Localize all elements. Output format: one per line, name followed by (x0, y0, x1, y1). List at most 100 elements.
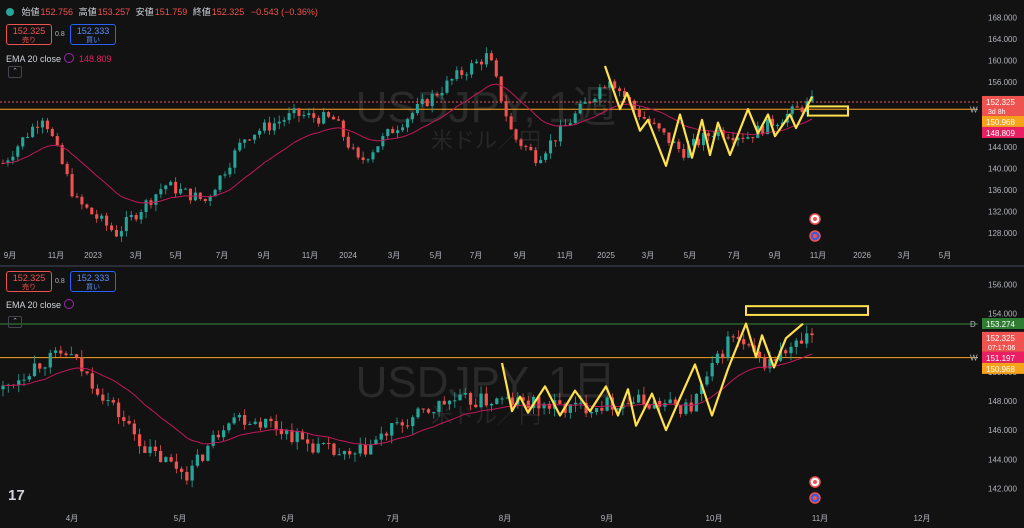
candle-body (549, 140, 553, 154)
candle-body (484, 393, 488, 406)
candle-body (70, 174, 74, 197)
indicator-settings-icon[interactable] (64, 299, 75, 309)
candle-body (223, 174, 227, 176)
candle-body (21, 137, 25, 147)
target-box (745, 305, 869, 316)
horizontal-line-label: W (970, 105, 978, 114)
candle-body (731, 336, 735, 338)
spread-value: 0.8 (55, 31, 65, 38)
collapse-legend-button[interactable]: ⌃ (8, 316, 22, 328)
candle-body (747, 344, 751, 346)
candle-body (450, 79, 454, 81)
x-axis-tick-label: 11月 (48, 251, 64, 260)
candle-body (800, 107, 804, 112)
close-value: 152.325 (211, 7, 245, 17)
x-axis-tick-label: 6月 (282, 514, 294, 523)
zigzag-drawing (500, 322, 804, 432)
candle-body (716, 130, 720, 137)
low-value: 151.759 (154, 7, 188, 17)
x-axis-tick-label: 7月 (728, 251, 740, 260)
candle-body (371, 152, 375, 160)
x-axis-tick-label: 5月 (170, 251, 182, 260)
candle-body (55, 135, 59, 146)
candle-body (547, 403, 551, 409)
candle-body (568, 123, 572, 126)
candle-body (279, 428, 284, 435)
candle-body (440, 92, 444, 96)
candle-body (327, 442, 331, 444)
candle-body (361, 157, 365, 160)
candle-body (48, 352, 52, 368)
candle-body (411, 417, 415, 427)
candle-body (101, 394, 105, 401)
candle-body (657, 123, 661, 129)
event-icon-dot (813, 496, 817, 500)
buy-label: 買い (86, 37, 100, 44)
sell-label: 売り (22, 284, 36, 291)
candle-body (479, 393, 483, 408)
symbol-status-icon (6, 8, 14, 16)
candle-body (169, 457, 173, 462)
candle-body (499, 76, 503, 102)
candle-body (211, 434, 215, 446)
candle-body (6, 160, 10, 164)
candle-body (626, 403, 630, 405)
candle-body (391, 129, 395, 134)
candle-body (208, 196, 212, 201)
candle-body (153, 446, 157, 452)
candle-body (227, 423, 231, 431)
tradingview-logo[interactable]: 17 (8, 487, 25, 504)
weekly-chart-panel[interactable]: USDJPY, 1週 米ドル／円 128.000 132.000 136.000 140.… (0, 0, 1024, 265)
candle-body (282, 120, 286, 122)
candle-body (687, 145, 691, 158)
candle-body (504, 101, 508, 117)
sell-price: 152.325 (12, 26, 46, 36)
candle-body (53, 350, 58, 353)
candle-body (642, 394, 646, 405)
price-tag-sub: 07:17:06 (988, 345, 1015, 352)
candle-body (741, 137, 745, 139)
candle-body (342, 450, 347, 455)
pane-separator[interactable] (0, 265, 1024, 267)
candle-body (583, 101, 587, 104)
candle-body (553, 140, 558, 142)
candle-body (810, 333, 814, 336)
sell-button[interactable]: 152.325 売り (6, 24, 52, 45)
candle-body (90, 207, 94, 215)
candle-body (613, 81, 617, 89)
buy-button[interactable]: 152.333 買い (70, 24, 116, 45)
buy-price: 152.333 (76, 273, 110, 283)
candle-body (31, 126, 35, 137)
candle-body (605, 397, 609, 411)
candle-body (420, 99, 424, 104)
candle-body (312, 113, 316, 118)
buy-price: 152.333 (76, 26, 110, 36)
candle-body (105, 215, 109, 226)
candle-body (38, 363, 42, 369)
candle-body (795, 106, 799, 108)
buy-button[interactable]: 152.333 買い (70, 271, 116, 292)
candle-body (95, 214, 99, 219)
candle-body (784, 350, 788, 354)
x-axis-tick-label: 9月 (514, 251, 526, 260)
candle-body (416, 408, 420, 418)
daily-chart-canvas[interactable]: USDJPY, 1日米ドル／円142.000144.000146.000148.… (0, 267, 1024, 528)
collapse-legend-button[interactable]: ⌃ (8, 66, 22, 78)
candle-body (405, 119, 410, 128)
high-label: 高値 (78, 7, 97, 17)
candle-body (684, 402, 688, 414)
spread-value: 0.8 (55, 278, 65, 285)
indicator-settings-icon[interactable] (64, 53, 75, 63)
price-tag-value: 150.968 (986, 365, 1015, 374)
ohlc-legend: 始値152.756 高値153.257 安値151.759 終値152.325 … (6, 5, 318, 18)
ema-indicator-legend[interactable]: EMA 20 close 148.809 (6, 53, 112, 64)
candle-body (369, 444, 373, 455)
candle-body (321, 442, 326, 444)
candle-body (243, 415, 247, 425)
ema-indicator-legend[interactable]: EMA 20 close (6, 299, 77, 310)
x-axis-tick-label: 5月 (939, 251, 951, 260)
sell-button[interactable]: 152.325 売り (6, 271, 52, 292)
daily-chart-panel[interactable]: USDJPY, 1日 米ドル／円 142.000 144.000 146.000 148.… (0, 267, 1024, 528)
candle-body (386, 129, 390, 137)
